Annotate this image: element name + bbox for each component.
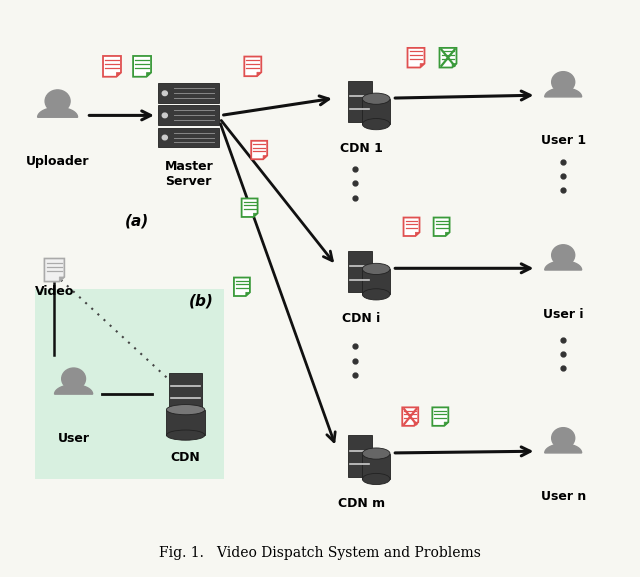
Ellipse shape bbox=[362, 288, 390, 300]
Circle shape bbox=[552, 428, 575, 448]
Text: CDN i: CDN i bbox=[342, 312, 381, 325]
Polygon shape bbox=[242, 198, 257, 217]
Bar bbox=[166, 410, 205, 435]
Text: (a): (a) bbox=[125, 213, 149, 228]
Polygon shape bbox=[38, 107, 77, 117]
Polygon shape bbox=[433, 407, 448, 426]
Ellipse shape bbox=[166, 430, 205, 440]
Text: User i: User i bbox=[543, 308, 584, 321]
Polygon shape bbox=[440, 48, 456, 68]
Text: CDN m: CDN m bbox=[338, 497, 385, 510]
Circle shape bbox=[61, 368, 86, 389]
Polygon shape bbox=[545, 444, 582, 453]
Text: Video: Video bbox=[35, 285, 74, 298]
Bar bbox=[348, 436, 372, 477]
Polygon shape bbox=[452, 63, 456, 68]
Polygon shape bbox=[44, 258, 65, 282]
Polygon shape bbox=[252, 141, 267, 159]
Bar bbox=[362, 99, 390, 124]
Polygon shape bbox=[54, 385, 93, 394]
Polygon shape bbox=[60, 277, 65, 282]
Polygon shape bbox=[545, 88, 582, 97]
Polygon shape bbox=[257, 72, 261, 76]
Circle shape bbox=[45, 90, 70, 113]
Polygon shape bbox=[103, 56, 121, 77]
Ellipse shape bbox=[362, 263, 390, 275]
Text: User: User bbox=[58, 432, 90, 445]
Circle shape bbox=[163, 135, 168, 140]
Polygon shape bbox=[234, 278, 250, 296]
Bar bbox=[348, 81, 372, 122]
Polygon shape bbox=[445, 233, 449, 236]
Text: (b): (b) bbox=[189, 293, 214, 308]
Text: Uploader: Uploader bbox=[26, 155, 90, 168]
FancyBboxPatch shape bbox=[35, 288, 224, 479]
Text: CDN: CDN bbox=[171, 451, 200, 464]
Polygon shape bbox=[404, 218, 419, 236]
Ellipse shape bbox=[362, 448, 390, 459]
Text: User 1: User 1 bbox=[541, 134, 586, 148]
Circle shape bbox=[552, 245, 575, 265]
Polygon shape bbox=[415, 233, 419, 236]
Ellipse shape bbox=[362, 473, 390, 485]
Bar bbox=[362, 269, 390, 294]
Polygon shape bbox=[420, 63, 424, 68]
Polygon shape bbox=[253, 213, 257, 217]
Polygon shape bbox=[408, 48, 424, 68]
Bar bbox=[159, 106, 219, 125]
Text: Fig. 1.   Video Dispatch System and Problems: Fig. 1. Video Dispatch System and Proble… bbox=[159, 546, 481, 560]
Polygon shape bbox=[434, 218, 449, 236]
Bar bbox=[169, 373, 202, 407]
Polygon shape bbox=[403, 407, 418, 426]
Polygon shape bbox=[444, 422, 448, 426]
Bar bbox=[159, 83, 219, 103]
Polygon shape bbox=[263, 156, 267, 159]
Bar bbox=[348, 251, 372, 292]
Polygon shape bbox=[545, 261, 582, 270]
Text: User n: User n bbox=[541, 490, 586, 504]
Text: CDN 1: CDN 1 bbox=[340, 142, 383, 155]
Bar bbox=[362, 454, 390, 479]
Bar bbox=[159, 128, 219, 148]
Polygon shape bbox=[116, 73, 121, 77]
Ellipse shape bbox=[362, 118, 390, 130]
Text: Master
Server: Master Server bbox=[164, 160, 213, 189]
Circle shape bbox=[163, 91, 168, 96]
Ellipse shape bbox=[166, 404, 205, 415]
Circle shape bbox=[552, 72, 575, 92]
Polygon shape bbox=[133, 56, 151, 77]
Circle shape bbox=[163, 113, 168, 118]
Polygon shape bbox=[246, 293, 250, 296]
Polygon shape bbox=[414, 422, 418, 426]
Polygon shape bbox=[244, 57, 261, 76]
Polygon shape bbox=[147, 73, 151, 77]
Ellipse shape bbox=[362, 93, 390, 104]
